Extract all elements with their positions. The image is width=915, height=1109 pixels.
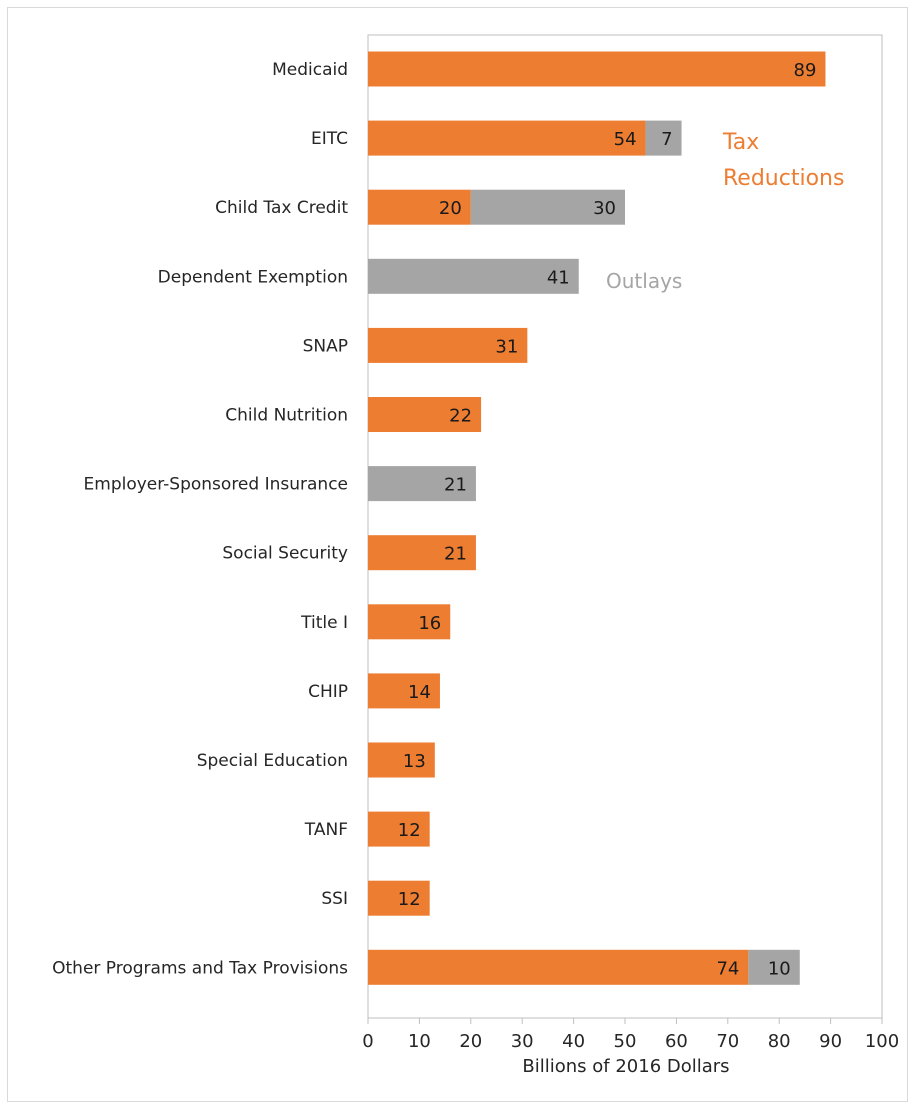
bar-social-security-outlays [368, 535, 476, 571]
bar-ssi-outlays [368, 880, 430, 916]
data-label-title-i-outlays: 16 [418, 613, 441, 634]
bar-special-education-outlays [368, 742, 435, 778]
bar-child-tax-credit-tax-reductions [470, 189, 625, 225]
data-label-child-tax-credit-outlays: 20 [439, 198, 462, 219]
x-tick-label-10: 10 [408, 1031, 431, 1052]
bar-chip-outlays [368, 673, 440, 709]
data-label-tanf-outlays: 12 [398, 820, 421, 841]
category-label-tanf: TANF [304, 820, 348, 840]
data-label-eitc-tax-reductions: 7 [661, 129, 672, 150]
category-label-ssi: SSI [321, 889, 348, 909]
x-tick-label-30: 30 [511, 1031, 534, 1052]
data-labels-group: 89 54 7 20 30 41 31 22 21 21 16 14 13 12 12 74 10 [398, 60, 817, 979]
category-label-child-nutrition: Child Nutrition [225, 406, 348, 426]
category-label-employer-sponsored-insurance: Employer-Sponsored Insurance [84, 475, 348, 495]
data-label-ssi-outlays: 12 [398, 889, 421, 910]
category-label-social-security: Social Security [222, 544, 348, 564]
category-labels-group: Medicaid EITC Child Tax Credit Dependent Ex… [52, 60, 348, 978]
data-label-child-tax-credit-tax-reductions: 30 [593, 198, 616, 219]
bar-tanf-outlays [368, 811, 430, 847]
data-label-medicaid-outlays: 89 [794, 60, 817, 81]
data-label-other-programs-and-tax-provisions-tax-reductions: 10 [768, 958, 791, 979]
annotation-tax-label: Tax [722, 130, 759, 155]
data-label-other-programs-and-tax-provisions-outlays: 74 [716, 958, 739, 979]
data-label-chip-outlays: 14 [408, 682, 431, 703]
category-label-snap: SNAP [303, 336, 348, 356]
category-label-special-education: Special Education [197, 751, 348, 771]
bar-snap-outlays [368, 327, 528, 363]
bar-dependent-exemption-tax-reductions [368, 258, 579, 294]
category-label-child-tax-credit: Child Tax Credit [215, 198, 348, 218]
category-label-other-programs-and-tax-provisions: Other Programs and Tax Provisions [52, 958, 348, 978]
bar-other-programs-and-tax-provisions-outlays [368, 949, 749, 985]
x-tick-label-90: 90 [819, 1031, 842, 1052]
bars-group [368, 51, 826, 985]
data-label-social-security-outlays: 21 [444, 544, 467, 565]
category-label-eitc: EITC [311, 129, 348, 149]
x-tick-label-80: 80 [768, 1031, 791, 1052]
x-tick-label-20: 20 [459, 1031, 482, 1052]
data-label-special-education-outlays: 13 [403, 751, 426, 772]
x-tick-label-100: 100 [865, 1031, 899, 1052]
bar-eitc-tax-reductions [645, 120, 682, 156]
data-label-eitc-outlays: 54 [614, 129, 637, 150]
x-axis-title: Billions of 2016 Dollars [522, 1056, 729, 1077]
bar-child-tax-credit-outlays [368, 189, 471, 225]
bar-child-nutrition-outlays [368, 397, 482, 432]
x-tick-label-50: 50 [614, 1031, 637, 1052]
bar-employer-sponsored-insurance-tax-reductions [368, 466, 476, 502]
x-tick-label-0: 0 [362, 1031, 373, 1052]
x-axis: 0 10 20 30 40 50 60 70 80 90 100 [362, 1017, 899, 1052]
annotation-reductions-label: Reductions [723, 166, 844, 191]
data-label-employer-sponsored-insurance-tax-reductions: 21 [444, 475, 467, 496]
bar-title-i-outlays [368, 604, 451, 640]
bar-other-programs-and-tax-provisions-tax-reductions [748, 949, 800, 985]
bar-eitc-outlays [368, 120, 646, 156]
category-label-medicaid: Medicaid [272, 60, 348, 80]
category-label-dependent-exemption: Dependent Exemption [158, 267, 348, 287]
x-tick-label-60: 60 [665, 1031, 688, 1052]
bar-chart: 89 54 7 20 30 41 31 22 21 21 16 14 13 12 12 74 10 Medica… [52, 34, 899, 1077]
x-tick-label-70: 70 [716, 1031, 739, 1052]
data-label-snap-outlays: 31 [495, 336, 518, 357]
category-label-chip: CHIP [308, 682, 348, 702]
bar-medicaid-outlays [368, 51, 826, 87]
chart-frame: 89 54 7 20 30 41 31 22 21 21 16 14 13 12 12 74 10 Medica… [7, 7, 908, 1102]
data-label-dependent-exemption-tax-reductions: 41 [547, 267, 570, 288]
data-label-child-nutrition-outlays: 22 [449, 406, 472, 427]
x-tick-label-40: 40 [562, 1031, 585, 1052]
annotation-outlays-label: Outlays [606, 269, 682, 293]
category-label-title-i: Title I [300, 613, 348, 633]
